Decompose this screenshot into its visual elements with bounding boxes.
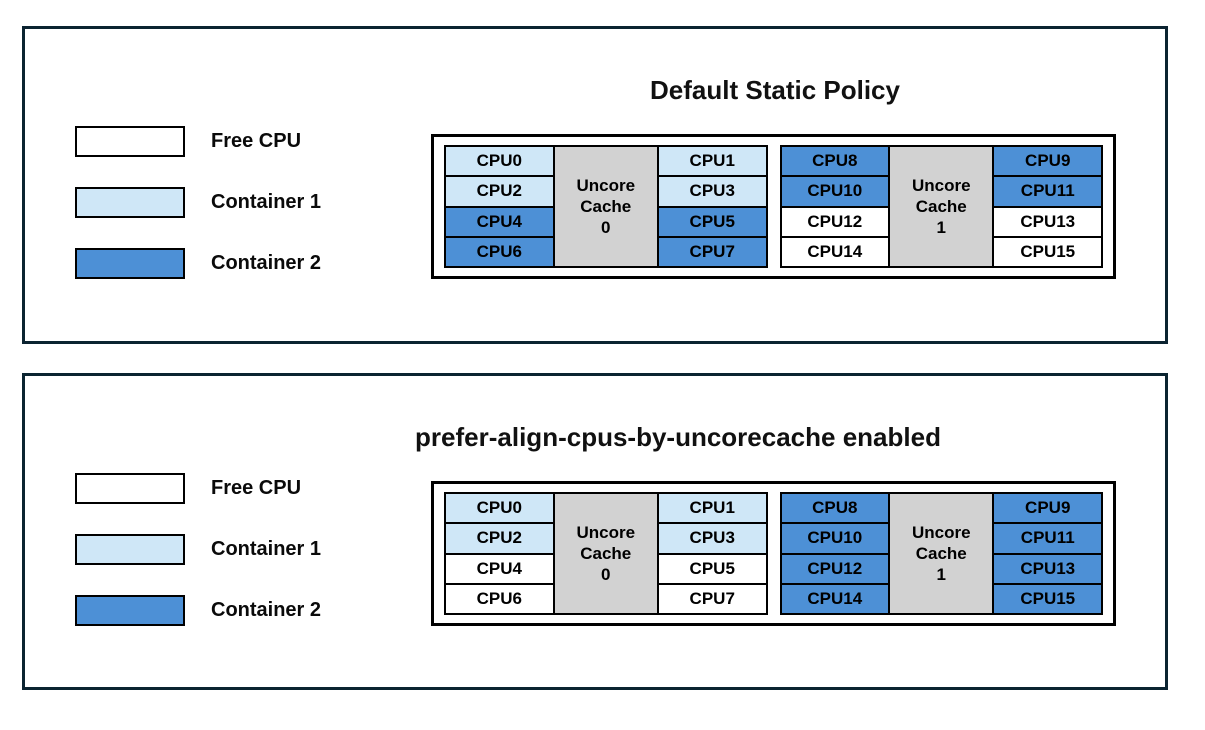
uncore-cache-label-line: Cache (580, 543, 632, 563)
policy-panel-default-static: Default Static Policy Free CPU Container … (22, 26, 1168, 344)
uncore-cache-label-line: 0 (601, 218, 611, 238)
uncore-cache-block-1: Uncore Cache 1 (888, 145, 995, 268)
uncore-cache-label-line: Cache (580, 196, 632, 216)
cpu-cell-cpu3: CPU3 (658, 522, 766, 553)
uncore-cache-label-line: 1 (936, 565, 946, 585)
legend-label-container-2: Container 2 (211, 599, 322, 621)
cpu-cell-cpu14: CPU14 (781, 582, 889, 613)
uncore-cache-group-1: CPU8 CPU10 CPU12 CPU14 Uncore Cache 1 CPU9 CPU11… (779, 492, 1103, 615)
legend-label-container-1: Container 1 (211, 538, 322, 560)
cpu-cell-cpu13: CPU13 (994, 552, 1101, 583)
uncore-cache-label-line: Uncore (911, 175, 971, 195)
cpu-cell-cpu15: CPU15 (994, 582, 1101, 613)
cpu-column-right: CPU1 CPU3 CPU5 CPU7 (656, 492, 768, 615)
cpu-cell-cpu0: CPU0 (446, 494, 553, 523)
cpu-column-right: CPU9 CPU11 CPU13 CPU15 (992, 492, 1103, 615)
cpu-topology-diagram: CPU0 CPU2 CPU4 CPU6 Uncore Cache 0 CPU1 CPU3 CPU5… (431, 134, 1116, 279)
cpu-cell-cpu6: CPU6 (446, 235, 553, 266)
legend-item-free-cpu: Free CPU (75, 126, 321, 157)
cpu-column-left: CPU0 CPU2 CPU4 CPU6 (444, 492, 555, 615)
uncore-cache-group-1: CPU8 CPU10 CPU12 CPU14 Uncore Cache 1 CPU9 CPU11… (779, 145, 1103, 268)
panel-title: prefer-align-cpus-by-uncorecache enabled (415, 422, 941, 452)
panel-title: Default Static Policy (650, 75, 900, 105)
cpu-column-left: CPU8 CPU10 CPU12 CPU14 (779, 145, 891, 268)
cpu-cell-cpu11: CPU11 (994, 522, 1101, 553)
cpu-cell-cpu0: CPU0 (446, 147, 553, 176)
cpu-cell-cpu8: CPU8 (781, 494, 889, 523)
cpu-cell-cpu7: CPU7 (658, 235, 766, 266)
cpu-cell-cpu11: CPU11 (994, 175, 1101, 206)
uncore-cache-label-line: Cache (915, 543, 967, 563)
legend-item-container-2: Container 2 (75, 248, 321, 279)
cpu-cell-cpu4: CPU4 (446, 552, 553, 583)
cpu-topology-diagram: CPU0 CPU2 CPU4 CPU6 Uncore Cache 0 CPU1 CPU3 CPU5… (431, 481, 1116, 626)
legend: Free CPU Container 1 Container 2 (75, 473, 321, 626)
cpu-cell-cpu9: CPU9 (994, 494, 1101, 523)
uncore-cache-label-line: 0 (601, 565, 611, 585)
cpu-cell-cpu2: CPU2 (446, 175, 553, 206)
cpu-cell-cpu15: CPU15 (994, 235, 1101, 266)
uncore-cache-block-0: Uncore Cache 0 (552, 145, 659, 268)
cpu-cell-cpu1: CPU1 (658, 147, 766, 176)
uncore-cache-label-line: Uncore (911, 522, 971, 542)
cpu-cell-cpu4: CPU4 (446, 205, 553, 236)
uncore-cache-label-line: 1 (936, 218, 946, 238)
policy-panel-prefer-align: prefer-align-cpus-by-uncorecache enabled… (22, 373, 1168, 690)
uncore-cache-group-0: CPU0 CPU2 CPU4 CPU6 Uncore Cache 0 CPU1 CPU3 CPU5… (444, 145, 768, 268)
uncore-cache-block-0: Uncore Cache 0 (552, 492, 659, 615)
cpu-column-right: CPU9 CPU11 CPU13 CPU15 (992, 145, 1103, 268)
cpu-cell-cpu3: CPU3 (658, 175, 766, 206)
legend-item-container-2: Container 2 (75, 595, 321, 626)
uncore-cache-group-0: CPU0 CPU2 CPU4 CPU6 Uncore Cache 0 CPU1 CPU3 CPU5… (444, 492, 768, 615)
cpu-cell-cpu7: CPU7 (658, 582, 766, 613)
legend-item-container-1: Container 1 (75, 187, 321, 218)
cpu-cell-cpu9: CPU9 (994, 147, 1101, 176)
cpu-cell-cpu5: CPU5 (658, 552, 766, 583)
cpu-cell-cpu12: CPU12 (781, 205, 889, 236)
legend-swatch-free-cpu (75, 473, 185, 504)
legend-label-container-2: Container 2 (211, 252, 322, 274)
cpu-cell-cpu6: CPU6 (446, 582, 553, 613)
legend-swatch-container-2 (75, 595, 185, 626)
cpu-cell-cpu8: CPU8 (781, 147, 889, 176)
uncore-cache-label-line: Uncore (576, 522, 636, 542)
legend-item-container-1: Container 1 (75, 534, 321, 565)
legend-label-free-cpu: Free CPU (211, 130, 302, 152)
cpu-column-left: CPU8 CPU10 CPU12 CPU14 (779, 492, 891, 615)
cpu-cell-cpu13: CPU13 (994, 205, 1101, 236)
legend-item-free-cpu: Free CPU (75, 473, 321, 504)
uncore-cache-block-1: Uncore Cache 1 (888, 492, 995, 615)
legend-swatch-container-2 (75, 248, 185, 279)
legend-label-free-cpu: Free CPU (211, 477, 302, 499)
cpu-column-left: CPU0 CPU2 CPU4 CPU6 (444, 145, 555, 268)
legend-swatch-free-cpu (75, 126, 185, 157)
cpu-cell-cpu1: CPU1 (658, 494, 766, 523)
cpu-cell-cpu10: CPU10 (781, 522, 889, 553)
cpu-cell-cpu12: CPU12 (781, 552, 889, 583)
cpu-cell-cpu5: CPU5 (658, 205, 766, 236)
cpu-cell-cpu10: CPU10 (781, 175, 889, 206)
legend-swatch-container-1 (75, 534, 185, 565)
uncore-cache-label-line: Cache (915, 196, 967, 216)
cpu-column-right: CPU1 CPU3 CPU5 CPU7 (656, 145, 768, 268)
cpu-cell-cpu14: CPU14 (781, 235, 889, 266)
cpu-cell-cpu2: CPU2 (446, 522, 553, 553)
legend-swatch-container-1 (75, 187, 185, 218)
legend-label-container-1: Container 1 (211, 191, 322, 213)
legend: Free CPU Container 1 Container 2 (75, 126, 321, 279)
uncore-cache-label-line: Uncore (576, 175, 636, 195)
